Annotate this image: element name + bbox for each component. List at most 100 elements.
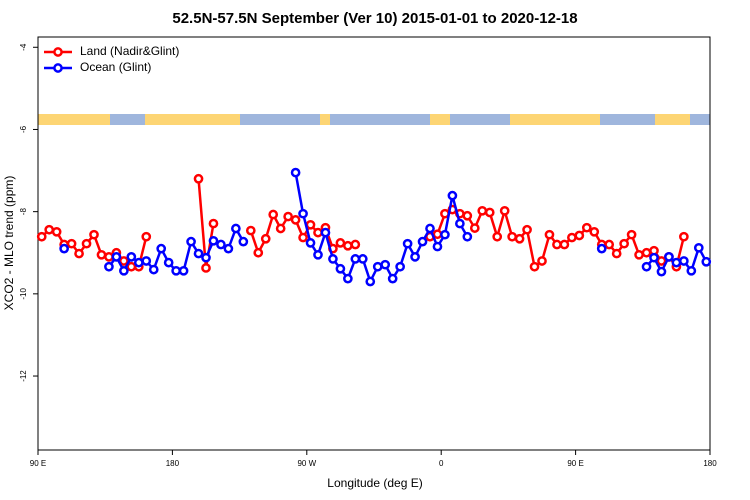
data-point [163,257,174,268]
data-point [671,257,682,268]
data-point [133,257,144,268]
data-point [44,224,55,235]
y-axis-label: XCO2 - MLO trend (ppm) [2,176,16,311]
data-point [298,232,308,243]
data-point [81,238,92,249]
data-point [350,254,361,264]
data-point [462,210,473,221]
y-tick-label: -10 [19,288,28,300]
data-point [216,239,226,250]
data-point [581,222,592,233]
data-point [290,215,301,225]
data-point [574,230,585,241]
data-point [201,252,211,263]
data-point [245,225,256,236]
data-point [283,211,293,222]
chart-title: 52.5N-57.5N September (Ver 10) 2015-01-0… [172,10,577,27]
data-point [656,256,667,266]
x-tick-label: 0 [439,459,444,468]
data-point [59,243,69,254]
data-point [328,254,338,264]
data-point [611,248,622,259]
data-point [447,190,458,201]
map-strip [38,114,710,125]
data-point [186,236,196,247]
data-point [499,205,510,216]
data-point [178,265,189,276]
data-point [469,223,480,233]
data-point [208,235,219,246]
data-point [567,232,577,243]
data-point [387,273,398,284]
data-point [126,252,137,262]
data-point [51,226,62,237]
data-point [141,256,152,266]
data-point [372,261,383,272]
data-point [634,249,644,260]
data-point [89,229,99,240]
data-point [141,231,152,242]
data-point [343,273,353,284]
data-point [290,167,301,178]
data-point [313,227,323,238]
data-point [507,231,517,242]
data-point [484,207,495,218]
data-point [693,242,704,253]
x-tick-label: 90 E [567,459,583,468]
y-tick-label: -8 [19,208,28,216]
data-point [335,238,346,248]
data-point [193,248,204,259]
data-point [701,256,712,267]
data-point [686,265,697,276]
data-point [559,239,570,250]
legend-label: Land (Nadir&Glint) [80,44,179,58]
data-point [529,261,540,272]
data-point [104,261,114,272]
data-point [253,247,264,258]
data-point [440,229,450,240]
data-point [365,276,376,287]
data-point [208,218,219,229]
legend-marker [53,63,63,73]
data-point [619,238,629,249]
data-point [679,256,689,266]
data-point [343,240,353,251]
data-point [305,238,316,248]
data-point [432,241,443,252]
data-point [380,259,391,270]
data-point [171,265,181,276]
y-tick-label: -6 [19,125,28,133]
data-point [260,233,271,244]
y-tick-label: -4 [19,43,28,51]
data-point [350,239,361,250]
data-point [275,223,286,234]
x-tick-label: 180 [166,459,180,468]
data-point [432,229,443,240]
data-point [156,243,167,254]
data-point [335,263,346,274]
data-point [96,249,107,260]
data-point [664,252,674,262]
data-point [74,248,84,259]
data-point [238,236,249,247]
data-point [104,252,114,262]
data-point [552,239,562,250]
data-point [455,218,465,229]
data-point [641,261,652,272]
y-tick-label: -12 [19,370,28,382]
x-tick-label: 90 W [297,459,316,468]
x-tick-label: 180 [703,459,717,468]
data-point [522,224,532,235]
data-point [305,219,316,230]
data-point [462,231,473,242]
legend-label: Ocean (Glint) [80,60,151,74]
data-point [477,205,488,216]
data-point [313,249,323,260]
data-point [357,254,368,264]
legend-marker [53,47,63,57]
data-point [119,265,129,276]
data-point [410,252,420,262]
data-point [223,243,234,254]
data-point [148,264,159,275]
data-point [402,238,413,249]
